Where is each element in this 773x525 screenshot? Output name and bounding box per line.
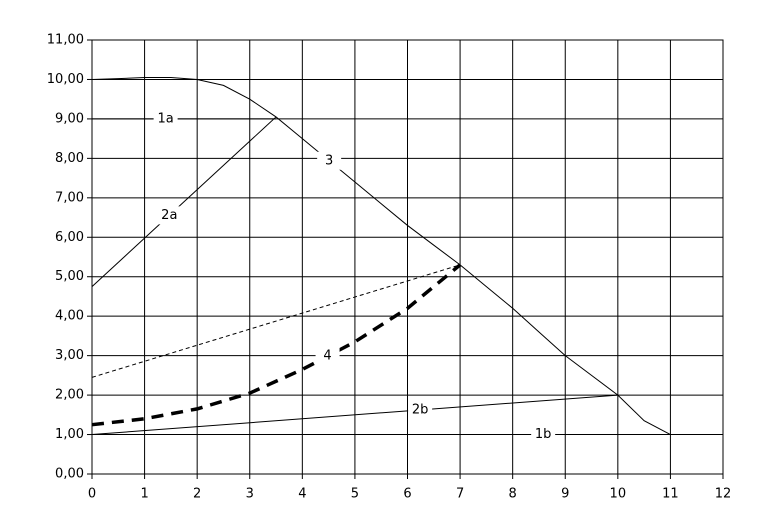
label-background	[153, 109, 178, 128]
x-tick-label: 3	[246, 487, 254, 502]
y-tick-label: 11,00	[47, 33, 84, 48]
y-tick-label: 3,00	[55, 348, 84, 363]
line-label: 1a	[157, 111, 173, 126]
line	[91, 264, 461, 378]
y-tick-label: 5,00	[55, 269, 84, 284]
x-tick-label: 11	[662, 487, 679, 502]
y-tick-label: 10,00	[47, 72, 84, 87]
line	[91, 263, 462, 427]
line-label: 1b	[535, 427, 552, 442]
x-tick-label: 0	[88, 487, 96, 502]
line-label: 2b	[412, 402, 429, 417]
line-label: 2a	[161, 208, 177, 223]
y-tick-label: 4,00	[55, 309, 84, 324]
label-background	[157, 206, 182, 225]
label-background	[317, 151, 342, 170]
line	[91, 394, 618, 436]
x-tick-label: 2	[193, 487, 201, 502]
y-tick-label: 9,00	[55, 111, 84, 126]
x-tick-label: 7	[456, 487, 464, 502]
y-tick-label: 0,00	[55, 467, 84, 482]
y-tick-label: 2,00	[55, 388, 84, 403]
x-tick-label: 4	[298, 487, 306, 502]
label-background	[408, 400, 433, 419]
label-background	[531, 425, 556, 444]
x-tick-label: 8	[509, 487, 517, 502]
y-tick-label: 1,00	[55, 427, 84, 442]
y-tick-label: 6,00	[55, 230, 84, 245]
x-tick-label: 9	[561, 487, 569, 502]
label-background	[315, 347, 340, 366]
x-tick-label: 12	[715, 487, 732, 502]
line	[91, 116, 277, 287]
x-tick-label: 1	[140, 487, 148, 502]
x-tick-label: 5	[351, 487, 359, 502]
line	[91, 76, 671, 435]
line-label: 4	[323, 349, 331, 364]
y-tick-label: 8,00	[55, 151, 84, 166]
y-tick-label: 7,00	[55, 190, 84, 205]
line-label: 3	[325, 153, 333, 168]
x-tick-label: 6	[403, 487, 411, 502]
x-tick-label: 10	[610, 487, 627, 502]
